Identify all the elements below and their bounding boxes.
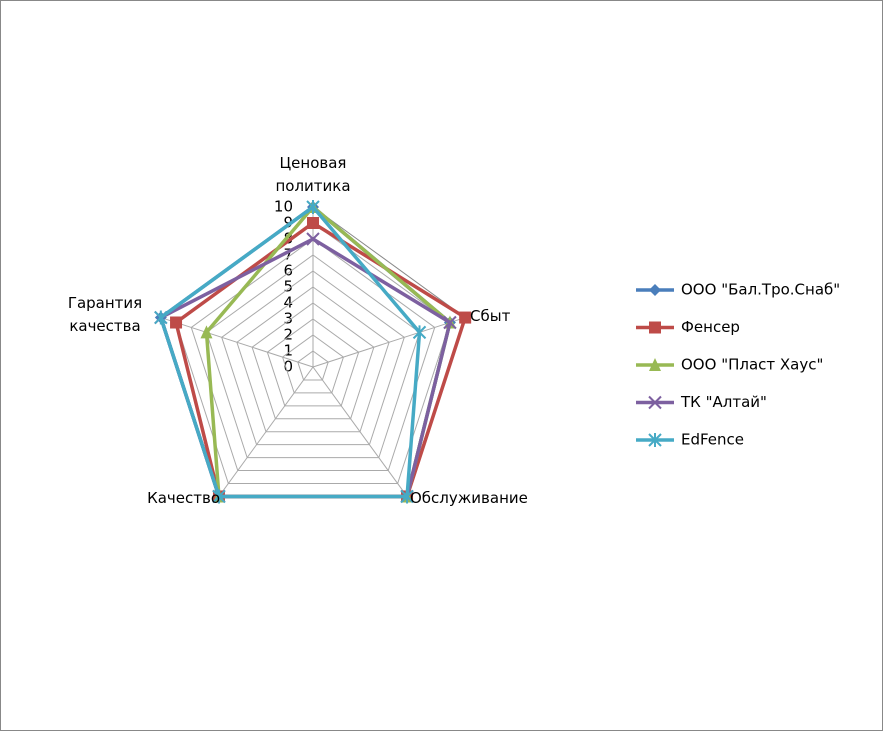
y-tick-label: 6: [283, 262, 293, 280]
marker: [306, 232, 320, 246]
grid-line: [236, 286, 390, 433]
y-tick-label: 9: [283, 214, 293, 232]
grid-line: [297, 350, 329, 381]
y-tick-label: 1: [283, 342, 293, 360]
marker: [649, 321, 661, 334]
marker: [212, 489, 226, 504]
y-tick-label: 4: [283, 294, 293, 312]
grid-line: [266, 318, 360, 407]
marker: [170, 316, 183, 329]
legend-label: Фенсер: [681, 318, 740, 336]
marker: [443, 315, 457, 330]
grid-line: [281, 334, 345, 394]
y-tick-label: 2: [283, 326, 293, 344]
marker: [307, 217, 319, 229]
marker: [459, 311, 472, 324]
legend-label: ТК "Алтай": [680, 393, 767, 411]
grid-line: [205, 254, 421, 459]
y-tick-label: 7: [283, 246, 293, 264]
marker: [306, 200, 320, 214]
marker: [648, 433, 662, 447]
category-label: Ценовая политика: [275, 154, 351, 195]
y-tick-label: 5: [283, 278, 293, 296]
y-tick-label: 0: [283, 358, 293, 376]
marker: [200, 325, 213, 339]
spoke: [312, 366, 408, 497]
category-label: Качество: [147, 489, 220, 507]
legend-label: ООО "Пласт Хаус": [681, 356, 823, 374]
grid-line: [190, 238, 436, 472]
legend-label: ООО "Бал.Тро.Снаб": [681, 281, 840, 299]
category-label: Сбыт: [470, 307, 511, 325]
grid-line: [221, 270, 405, 446]
category-label: Гарантия качества: [67, 294, 143, 335]
marker: [648, 395, 662, 410]
marker: [154, 310, 168, 325]
y-tick-label: 3: [283, 310, 293, 328]
marker: [649, 284, 661, 296]
category-label: Обслуживание: [410, 489, 528, 507]
marker: [400, 489, 414, 504]
legend-label: EdFence: [681, 431, 744, 449]
marker: [649, 358, 661, 371]
y-tick-label: 10: [274, 198, 293, 216]
spoke: [312, 317, 466, 368]
spoke: [218, 366, 314, 497]
spoke: [160, 317, 314, 368]
marker: [412, 325, 427, 340]
grid-line: [251, 302, 375, 420]
series-line: [158, 204, 422, 499]
